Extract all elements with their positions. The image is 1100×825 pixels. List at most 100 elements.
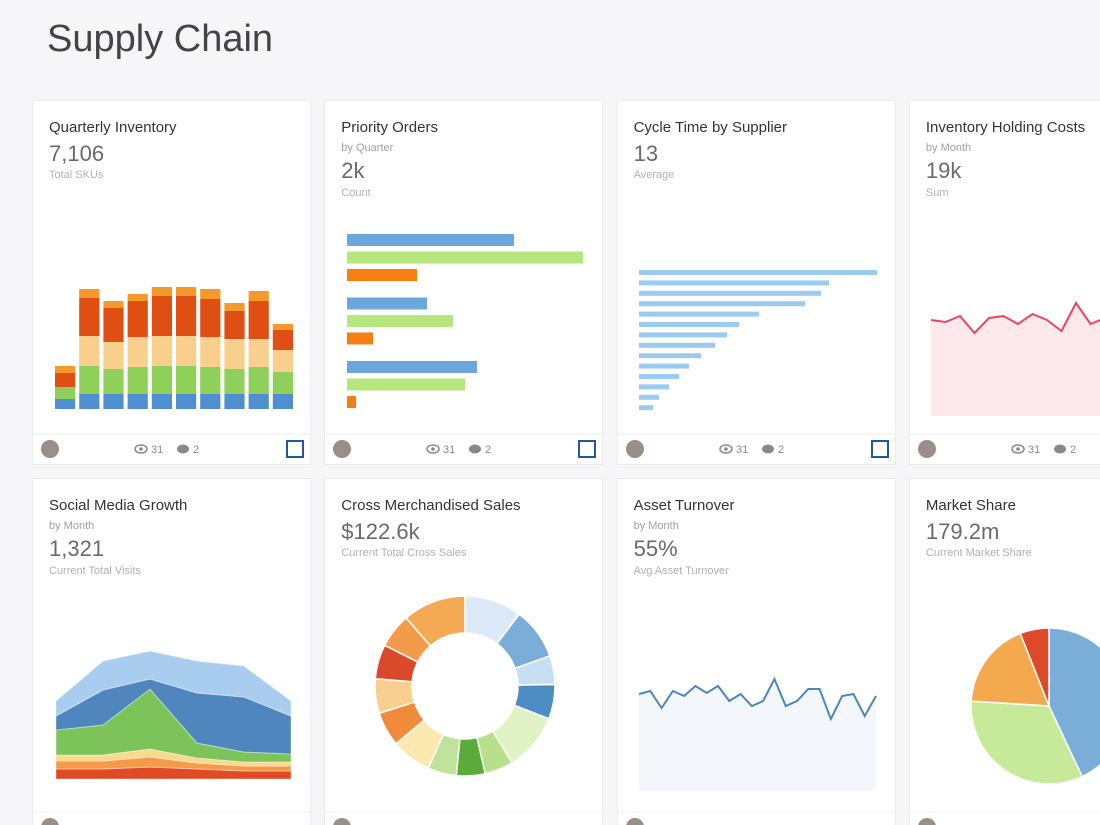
bar-segment <box>55 366 76 373</box>
bar-segment <box>151 366 172 394</box>
views-icon-pupil <box>139 447 143 451</box>
bar-segment <box>127 301 148 337</box>
bar-segment <box>103 369 124 394</box>
bar-segment <box>55 387 76 399</box>
card-chart: 31 2 <box>33 287 312 458</box>
card-caption: Sum <box>925 187 949 199</box>
comments-count: 2 <box>1070 444 1076 456</box>
bar <box>638 270 877 275</box>
card-caption: Current Total Visits <box>49 565 141 577</box>
card: Cross Merchandised Sales $122.6k Current T… <box>324 478 605 825</box>
card-title: Cycle Time by Supplier <box>633 119 787 136</box>
card-value: 19k <box>925 158 962 183</box>
card-subtitle: by Month <box>925 142 972 154</box>
bar-segment <box>127 294 148 301</box>
avatar <box>918 818 936 825</box>
bar-segment <box>248 394 269 409</box>
bar-segment <box>224 303 245 311</box>
bar-segment <box>151 287 172 296</box>
comments-icon <box>469 444 482 454</box>
card-title: Inventory Holding Costs <box>925 119 1086 136</box>
line <box>930 301 1100 335</box>
bar-segment <box>272 330 293 350</box>
bar-segment <box>79 366 100 394</box>
views-icon <box>1011 444 1025 454</box>
bar-segment <box>248 339 269 367</box>
card-value: $122.6k <box>341 519 420 544</box>
bar <box>638 405 653 411</box>
bar-segment <box>200 289 221 299</box>
app-icon <box>578 440 597 458</box>
bar-segment <box>224 394 245 409</box>
area-fill <box>638 679 876 791</box>
slice <box>970 632 1051 707</box>
avatar <box>625 440 644 458</box>
bar-segment <box>200 367 221 394</box>
views-icon <box>426 444 441 454</box>
card-title: Market Share <box>925 497 1016 514</box>
bar-segment <box>127 367 148 394</box>
card-title: Asset Turnover <box>633 497 735 514</box>
card-value: 7,106 <box>49 141 105 166</box>
slice <box>970 700 1084 785</box>
card-chart: 31 2 <box>617 270 897 458</box>
card-title: Cross Merchandised Sales <box>341 497 521 514</box>
card-chart <box>325 595 605 825</box>
views-count: 31 <box>1028 444 1040 456</box>
views-count: 31 <box>443 444 455 456</box>
avatar <box>625 818 644 825</box>
area-fill <box>930 303 1100 416</box>
bar-segment <box>176 296 197 336</box>
card-title: Quarterly Inventory <box>49 119 177 136</box>
views-icon-pupil <box>431 447 436 451</box>
comments-count: 2 <box>485 444 491 456</box>
bar-segment <box>151 296 172 336</box>
avatar <box>333 818 352 825</box>
slice <box>1019 627 1050 707</box>
slice <box>1048 627 1100 778</box>
bar <box>347 378 466 391</box>
bar-segment <box>151 394 172 409</box>
avatar <box>41 818 59 825</box>
comments-icon <box>1053 444 1066 454</box>
page-title: Supply Chain <box>47 18 274 60</box>
card-caption: Total SKUs <box>49 169 104 181</box>
comments-count: 2 <box>778 444 784 456</box>
views-count: 31 <box>736 444 748 456</box>
card: Social Media Growth by Month 1,321 Current … <box>32 478 312 825</box>
avatar <box>41 440 59 458</box>
app-icon <box>286 440 304 458</box>
bar <box>347 332 374 345</box>
bar <box>638 332 727 338</box>
card: Priority Orders by Quarter 2k Count 31 2 <box>324 100 605 465</box>
card-chart <box>617 676 897 825</box>
bar <box>638 353 701 359</box>
bar <box>347 396 357 408</box>
bar <box>638 280 829 286</box>
bar <box>347 251 584 264</box>
bar-segment <box>200 299 221 337</box>
bar-segment <box>103 342 124 369</box>
card-caption: Count <box>341 187 371 199</box>
card-value: 13 <box>633 141 659 166</box>
bar <box>347 315 454 327</box>
card: Cycle Time by Supplier 13 Average 31 2 <box>616 100 897 465</box>
area-layer <box>55 650 292 717</box>
card: Market Share 179.2m Current Market Share <box>908 478 1100 825</box>
bar-segment <box>272 394 293 409</box>
card: Asset Turnover by Month 55% Avg Asset Turno… <box>616 478 897 825</box>
views-icon-pupil <box>723 447 728 451</box>
card-subtitle: by Month <box>49 520 95 532</box>
card-title: Priority Orders <box>341 119 438 136</box>
bar <box>347 361 478 373</box>
app-icon <box>870 440 889 458</box>
bar-segment <box>272 372 293 394</box>
bar-segment <box>103 308 124 342</box>
bar-segment <box>79 336 100 366</box>
bar-segment <box>79 289 100 298</box>
bar <box>347 234 515 246</box>
bar-segment <box>127 337 148 367</box>
card-chart <box>909 627 1100 825</box>
card: Quarterly Inventory 7,106 Total SKUs 31 2 <box>32 100 312 465</box>
bar <box>638 322 739 327</box>
